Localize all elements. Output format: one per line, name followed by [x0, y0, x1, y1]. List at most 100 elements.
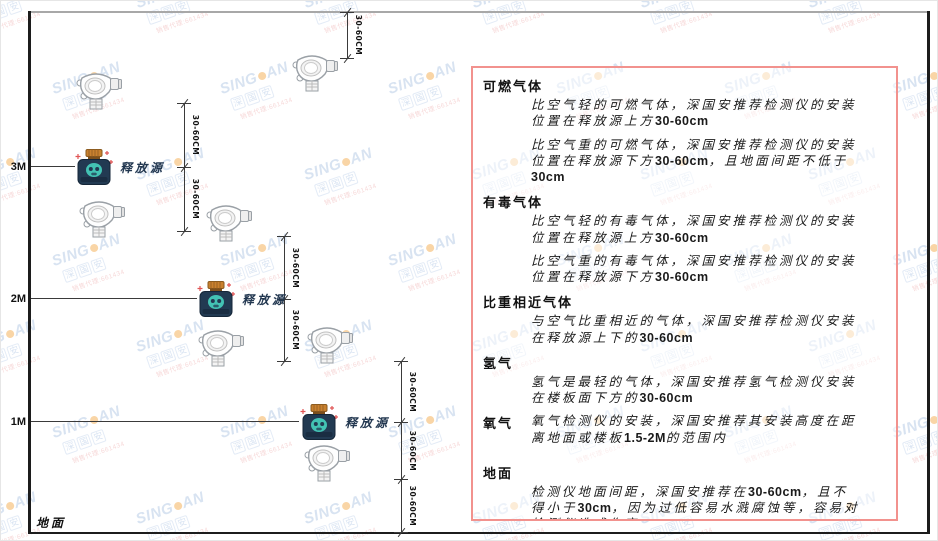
section-paragraph: 氧气检测仪的安装，深国安推荐其安装高度在距离地面或楼板1.5-2M的范围内	[531, 414, 857, 445]
gas-detector-icon	[206, 205, 252, 242]
gas-detector	[304, 323, 354, 365]
ceiling-line	[28, 11, 930, 13]
release-source-label: 释放源	[120, 161, 166, 175]
brand-watermark-chinese: 深国安	[817, 1, 885, 26]
brand-watermark-chinese: 深国安	[1, 332, 44, 370]
dimension-label: 30-60CM	[354, 14, 363, 56]
panel-section: 有毒气体比空气轻的有毒气体，深国安推荐检测仪的安装位置在释放源上方30-60cm…	[483, 192, 886, 285]
section-heading: 地面	[483, 465, 514, 481]
section-paragraph: 比空气轻的有毒气体，深国安推荐检测仪的安装位置在释放源上方30-60cm	[531, 214, 857, 245]
brand-watermark-agent: 销售代理:661434	[71, 440, 126, 466]
gas-detector	[203, 201, 253, 243]
release-source-label: 释放源	[345, 416, 391, 430]
brand-watermark-chinese: 深国安	[397, 246, 465, 284]
brand-dot-icon	[4, 501, 15, 512]
height-label-1m: 1M	[10, 416, 26, 428]
dimension-label: 30-60CM	[408, 371, 417, 412]
brand-dot-icon	[172, 157, 183, 168]
gas-detector	[73, 69, 123, 111]
section-heading: 可燃气体	[483, 79, 544, 94]
gas-detector-icon	[76, 73, 122, 110]
brand-watermark-chinese: 深国安	[229, 74, 297, 112]
brand-dot-icon	[928, 415, 937, 426]
brand-dot-icon	[88, 243, 99, 254]
brand-dot-icon	[172, 501, 183, 512]
gas-detector-icon	[304, 445, 350, 482]
brand-dot-icon	[424, 415, 435, 426]
dimension-label: 30-60CM	[191, 114, 200, 156]
section-paragraph: 检测仪地面间距，深国安推荐在30-60cm，且不得小于30cm，因为过低容易水溅…	[531, 484, 860, 519]
brand-watermark-chinese: 深国安	[481, 1, 549, 26]
panel-section: 氢气 氢气是最轻的气体，深国安推荐氢气检测仪安装在楼板面下方的30-60cm	[483, 353, 886, 407]
brand-watermark-chinese: 深国安	[145, 504, 213, 540]
dimension-line	[401, 361, 402, 532]
section-heading: 氧气	[483, 416, 514, 432]
brand-watermark-agent: 销售代理:661434	[911, 268, 938, 294]
dimension-label: 30-60CM	[291, 247, 300, 288]
brand-dot-icon	[256, 71, 267, 82]
section-heading: 有毒气体	[483, 195, 544, 211]
gas-detector	[76, 197, 126, 239]
brand-watermark-agent: 销售代理:661434	[71, 268, 126, 294]
brand-watermark-chinese: 深国安	[313, 160, 381, 198]
dimension-label: 30-60CM	[408, 430, 417, 471]
ground-label: 地面	[36, 516, 67, 530]
brand-watermark-agent: 销售代理:661434	[323, 182, 378, 208]
level-line	[31, 421, 299, 422]
brand-dot-icon	[172, 329, 183, 340]
brand-dot-icon	[340, 501, 351, 512]
release-source	[74, 148, 114, 188]
brand-watermark-chinese: 深国安	[901, 246, 937, 284]
info-panel: 可燃气体比空气轻的可燃气体，深国安推荐检测仪的安装位置在释放源上方30-60cm…	[471, 66, 898, 521]
brand-watermark-agent: 销售代理:661434	[0, 182, 42, 208]
brand-watermark-chinese: 深国安	[229, 418, 297, 456]
panel-section: 氧气 氧气检测仪的安装，深国安推荐其安装高度在距离地面或楼板1.5-2M的范围内	[483, 413, 886, 453]
panel-section: 地面检测仪地面间距，深国安推荐在30-60cm，且不得小于30cm，因为过低容易…	[483, 463, 886, 519]
section-paragraph: 比空气重的可燃气体，深国安推荐检测仪的安装位置在释放源下方30-60cm，且地面…	[531, 137, 857, 185]
brand-watermark-agent: 销售代理:661434	[239, 440, 294, 466]
panel-section: 可燃气体比空气轻的可燃气体，深国安推荐检测仪的安装位置在释放源上方30-60cm…	[483, 76, 886, 185]
level-line	[31, 298, 197, 299]
gas-detector	[289, 51, 339, 93]
floor-line	[28, 532, 930, 534]
gas-detector	[195, 326, 245, 368]
height-label-3m: 3M	[10, 161, 26, 173]
release-source	[299, 403, 339, 443]
right-wall-line	[927, 11, 930, 534]
section-heading: 比重相近气体	[483, 295, 574, 311]
brand-watermark-chinese: 深国安	[649, 1, 717, 26]
brand-watermark-chinese: 深国安	[313, 504, 381, 540]
dimension-label: 30-60CM	[291, 309, 300, 351]
section-paragraph: 比空气轻的可燃气体，深国安推荐检测仪的安装位置在释放源上方30-60cm	[531, 98, 857, 129]
dimension-line	[347, 12, 348, 58]
brand-watermark-agent: 销售代理:661434	[911, 96, 938, 122]
brand-watermark-chinese: 深国安	[61, 246, 129, 284]
release-source-icon	[75, 149, 113, 185]
section-heading: 氢气	[483, 355, 514, 371]
gas-detector-icon	[307, 327, 353, 364]
brand-watermark-chinese: 深国安	[1, 1, 44, 26]
gas-detector-icon	[79, 201, 125, 238]
dimension-label: 30-60CM	[191, 178, 200, 220]
brand-watermark-chinese: 深国安	[61, 418, 129, 456]
section-paragraph: 与空气比重相近的气体，深国安推荐检测仪安装在释放源上下的30-60cm	[531, 314, 857, 345]
